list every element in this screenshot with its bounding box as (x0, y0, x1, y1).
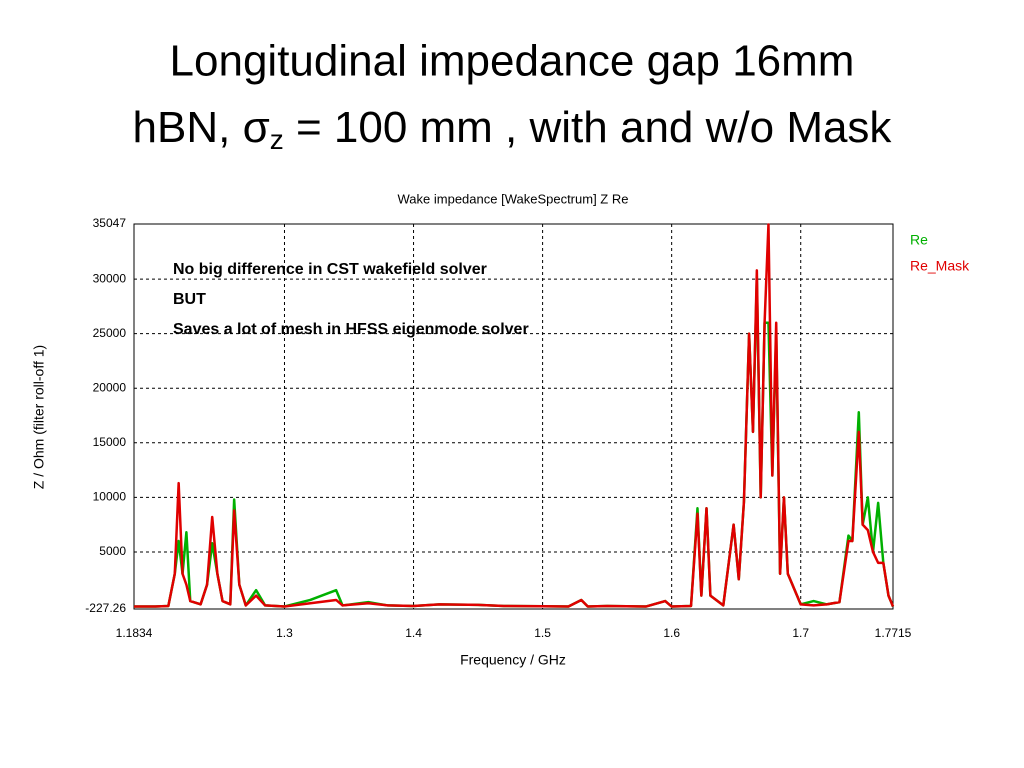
chart-title: Wake impedance [WakeSpectrum] Z Re (398, 191, 629, 206)
y-tick-label: 35047 (93, 216, 127, 230)
slide-title-line: hBN, σz = 100 mm , with and w/o Mask (133, 103, 893, 156)
x-tick-label: 1.4 (405, 626, 422, 640)
annotation: No big difference in CST wakefield solve… (173, 261, 487, 278)
x-tick-label: 1.6 (663, 626, 680, 640)
y-tick-label: 20000 (93, 380, 127, 394)
y-axis-label: Z / Ohm (filter roll-off 1) (31, 345, 47, 489)
y-tick-label: 25000 (93, 326, 127, 340)
y-tick-label: -227.26 (85, 601, 126, 615)
x-tick-label: 1.7 (792, 626, 809, 640)
title-text: hBN, σ (133, 103, 270, 152)
title-subscript: z (270, 124, 284, 155)
x-tick-label: 1.5 (534, 626, 551, 640)
y-tick-label: 5000 (99, 544, 126, 558)
y-tick-label: 15000 (93, 435, 127, 449)
x-tick-label: 1.3 (276, 626, 293, 640)
legend-entry: Re_Mask (910, 258, 970, 274)
x-tick-label: 1.1834 (116, 626, 153, 640)
slide-title-line: Longitudinal impedance gap 16mm (170, 37, 855, 86)
x-axis-label: Frequency / GHz (460, 652, 566, 668)
plot-frame (133, 223, 894, 610)
x-tick-label: 1.7715 (875, 626, 912, 640)
annotation: BUT (173, 291, 206, 308)
data-line (134, 223, 895, 608)
y-tick-label: 30000 (93, 271, 127, 285)
legend-entry: Re (910, 232, 928, 248)
annotation: Saves a lot of mesh in HFSS eigenmode so… (173, 321, 529, 338)
title-text: = 100 mm , with and w/o Mask (284, 103, 893, 152)
y-tick-label: 10000 (93, 490, 127, 504)
